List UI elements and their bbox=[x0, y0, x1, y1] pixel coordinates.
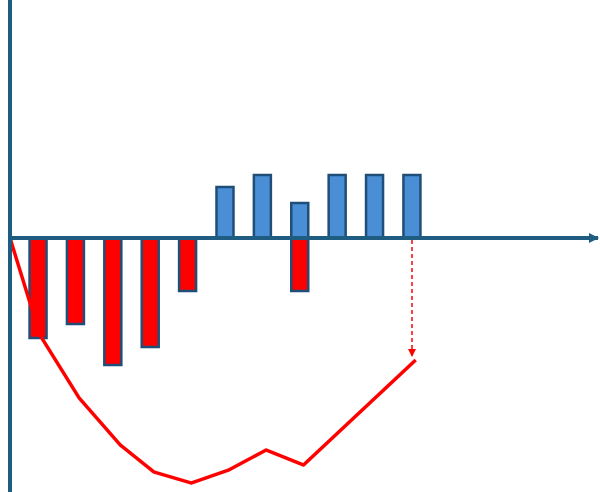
bar bbox=[290, 236, 310, 293]
bar bbox=[252, 173, 273, 240]
marks bbox=[8, 173, 422, 485]
bar bbox=[364, 173, 385, 240]
bar bbox=[103, 236, 123, 367]
cumulative-line bbox=[8, 237, 417, 485]
bar bbox=[327, 173, 347, 240]
bar bbox=[215, 185, 235, 240]
bar bbox=[402, 173, 422, 240]
bar bbox=[177, 236, 198, 293]
bar bbox=[140, 236, 160, 349]
bar bbox=[290, 201, 310, 240]
bar bbox=[65, 236, 86, 326]
